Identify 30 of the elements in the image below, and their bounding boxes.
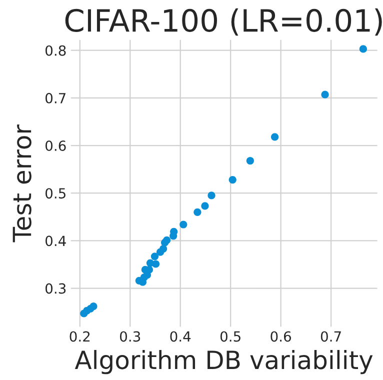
point xyxy=(156,248,164,256)
y-tick-label: 0.4 xyxy=(46,236,66,246)
point xyxy=(170,232,178,240)
y-tick-label: 0.3 xyxy=(46,283,66,294)
y-tick-label: 0.8 xyxy=(46,45,66,56)
x-tick-label: 0.2 xyxy=(70,331,90,342)
y-tick-label: 0.5 xyxy=(46,188,66,199)
point xyxy=(90,302,98,310)
x-tick-label: 0.5 xyxy=(220,331,240,342)
point xyxy=(246,156,254,165)
point xyxy=(201,202,209,210)
y-tick-label: 0.6 xyxy=(46,140,66,151)
point xyxy=(228,176,236,184)
x-axis-title: Algorithm DB variability xyxy=(74,350,373,374)
point xyxy=(270,133,279,141)
x-tick-label: 0.3 xyxy=(120,331,140,342)
y-tick-label: 0.7 xyxy=(46,92,66,104)
chart-title: CIFAR-100 (LR=0.01) xyxy=(65,8,382,36)
point xyxy=(194,208,202,216)
point xyxy=(146,259,154,267)
point xyxy=(150,252,159,260)
x-tick-label: 0.7 xyxy=(320,331,341,342)
point xyxy=(359,45,367,53)
point xyxy=(321,90,329,98)
point xyxy=(160,238,169,246)
y-axis-title: Test error xyxy=(12,124,32,242)
point xyxy=(208,192,216,200)
x-tick-label: 0.4 xyxy=(170,331,191,342)
point xyxy=(180,220,188,228)
x-tick-label: 0.6 xyxy=(270,331,291,342)
